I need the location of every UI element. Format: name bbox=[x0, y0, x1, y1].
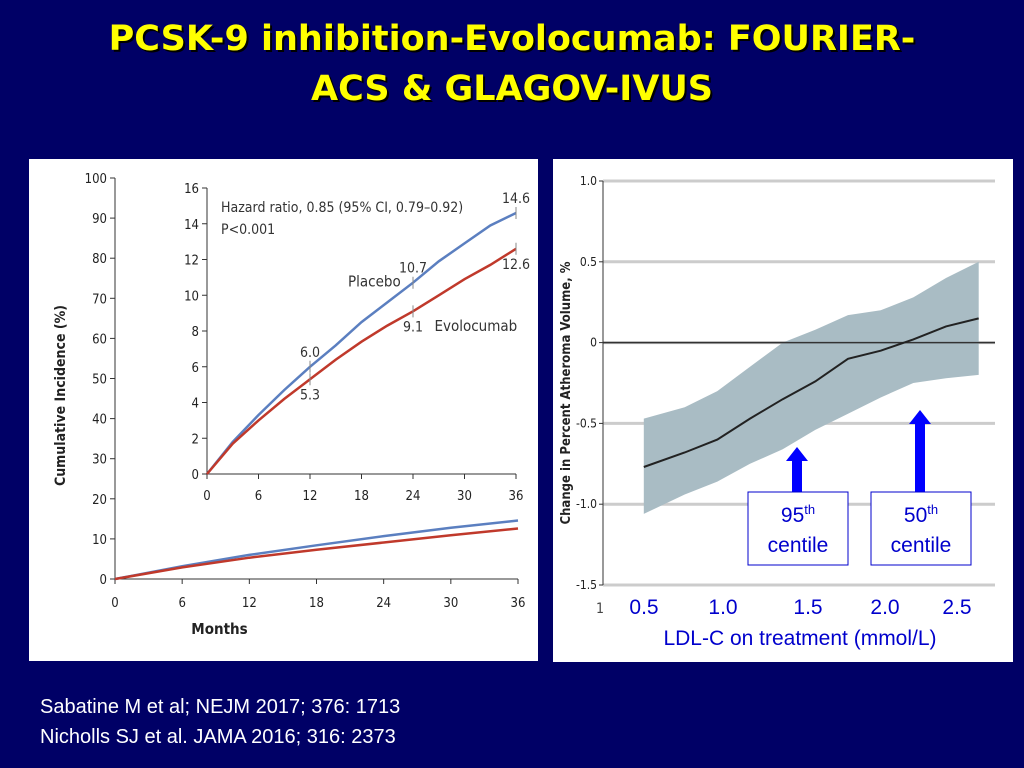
inset-y-tick-label: 10 bbox=[184, 289, 199, 304]
main-x-tick-label: 12 bbox=[242, 596, 257, 611]
p-value-text: P<0.001 bbox=[221, 222, 275, 238]
inset-placebo-label: Placebo bbox=[348, 272, 401, 290]
inset-evolocumab-line bbox=[206, 247, 517, 475]
main-x-tick-label: 36 bbox=[511, 596, 526, 611]
main-x-tick-label: 30 bbox=[443, 596, 458, 611]
centile-word: centile bbox=[891, 534, 952, 557]
references: Sabatine M et al; NEJM 2017; 376: 1713 N… bbox=[40, 692, 400, 752]
inset-y-tick-label: 4 bbox=[192, 397, 199, 412]
hazard-ratio-text: Hazard ratio, 0.85 (95% CI, 0.79–0.92) bbox=[221, 200, 463, 216]
regression-line bbox=[643, 317, 979, 468]
centile-label: 95th bbox=[781, 502, 815, 527]
reference-1: Sabatine M et al; NEJM 2017; 376: 1713 bbox=[40, 696, 401, 718]
slide-title-line-2: ACS & GLAGOV-IVUS bbox=[311, 69, 713, 109]
y-tick-label: 0.5 bbox=[580, 255, 597, 269]
centile-label: 50th bbox=[904, 502, 938, 527]
inset-data-label: 12.6 bbox=[502, 257, 530, 273]
y-tick-label: -1.0 bbox=[576, 497, 597, 511]
centile-arrow-head bbox=[786, 447, 808, 461]
x-tick-label: 2.5 bbox=[942, 596, 971, 619]
inset-y-tick-label: 16 bbox=[184, 182, 199, 197]
main-y-axis-label: Cumulative Incidence (%) bbox=[53, 305, 69, 486]
centile-word: centile bbox=[768, 534, 829, 557]
inset-x-tick-label: 30 bbox=[457, 489, 472, 504]
inset-placebo-line bbox=[206, 211, 517, 475]
slide-title: PCSK-9 inhibition-Evolocumab: FOURIER- A… bbox=[20, 14, 1004, 114]
inset-data-label: 6.0 bbox=[300, 345, 320, 361]
x-axis-label: LDL-C on treatment (mmol/L) bbox=[663, 627, 936, 650]
y-tick-label: 1.0 bbox=[580, 174, 597, 188]
inset-data-label: 14.6 bbox=[502, 191, 530, 207]
x-tick-label: 1.0 bbox=[708, 596, 737, 619]
main-evolocumab-line bbox=[114, 527, 519, 581]
slide-title-line-1: PCSK-9 inhibition-Evolocumab: FOURIER- bbox=[108, 19, 916, 59]
main-y-tick-label: 10 bbox=[92, 533, 107, 548]
inset-x-tick-label: 12 bbox=[303, 489, 318, 504]
centile-arrow-shaft bbox=[915, 422, 925, 492]
main-y-tick-label: 80 bbox=[92, 252, 107, 267]
inset-y-tick-label: 2 bbox=[192, 432, 199, 447]
confidence-band bbox=[643, 261, 979, 514]
inset-y-tick-label: 14 bbox=[184, 218, 199, 233]
x-tick-label: 2.0 bbox=[870, 596, 899, 619]
main-y-tick-label: 0 bbox=[100, 573, 107, 588]
inset-y-tick-label: 0 bbox=[192, 468, 199, 483]
centile-arrow-head bbox=[909, 410, 931, 424]
inset-x-tick-label: 36 bbox=[509, 489, 524, 504]
inset-data-label: 10.7 bbox=[399, 261, 427, 277]
inset-data-label: 5.3 bbox=[300, 387, 320, 403]
centile-box bbox=[870, 491, 972, 566]
centile-box bbox=[747, 491, 849, 566]
inset-x-tick-label: 6 bbox=[255, 489, 262, 504]
y-axis-label: Change in Percent Atheroma Volume, % bbox=[559, 261, 574, 524]
centile-number: 95 bbox=[781, 504, 804, 527]
main-y-tick-label: 30 bbox=[92, 453, 107, 468]
y-tick-label: -0.5 bbox=[576, 416, 597, 430]
main-x-tick-label: 18 bbox=[309, 596, 324, 611]
glagov-chart-panel: 1.0 0.5 0 -0.5 -1.0 -1.5 Change in Percent Ath… bbox=[553, 159, 1013, 662]
main-y-tick-label: 100 bbox=[85, 172, 107, 187]
centile-arrow-shaft bbox=[792, 459, 802, 492]
inset-y-tick-label: 6 bbox=[192, 361, 199, 376]
main-y-tick-label: 90 bbox=[92, 212, 107, 227]
main-x-tick-label: 24 bbox=[376, 596, 391, 611]
main-x-tick-label: 6 bbox=[178, 596, 185, 611]
inset-evolocumab-label: Evolocumab bbox=[434, 317, 517, 335]
y-tick-label: -1.5 bbox=[576, 578, 597, 592]
inset-data-label: 9.1 bbox=[403, 319, 423, 335]
inset-x-tick-label: 24 bbox=[406, 489, 421, 504]
centile-superscript: th bbox=[927, 502, 938, 517]
main-x-tick-label: 0 bbox=[111, 596, 118, 611]
centile-superscript: th bbox=[804, 502, 815, 517]
inset-y-tick-label: 8 bbox=[192, 325, 199, 340]
fourier-chart-panel: 0 10 20 30 40 50 60 70 80 90 100 0 6 12 18 24 30 36 Months… bbox=[29, 159, 538, 661]
main-y-tick-label: 50 bbox=[92, 373, 107, 388]
inset-x-tick-label: 0 bbox=[203, 489, 210, 504]
main-y-tick-label: 40 bbox=[92, 413, 107, 428]
main-x-axis-label: Months bbox=[191, 620, 247, 638]
x-tick-label: 0.5 bbox=[629, 596, 658, 619]
inset-y-tick-label: 12 bbox=[184, 254, 199, 269]
x-axis-stub-label: 1 bbox=[596, 601, 604, 617]
y-tick-label: 0 bbox=[590, 336, 597, 350]
main-y-tick-label: 60 bbox=[92, 332, 107, 347]
glagov-chart: 1.0 0.5 0 -0.5 -1.0 -1.5 Change in Percent Ath… bbox=[559, 174, 995, 650]
main-y-tick-label: 20 bbox=[92, 493, 107, 508]
main-y-tick-label: 70 bbox=[92, 292, 107, 307]
centile-number: 50 bbox=[904, 504, 927, 527]
inset-x-tick-label: 18 bbox=[354, 489, 369, 504]
reference-2: Nicholls SJ et al. JAMA 2016; 316: 2373 bbox=[40, 726, 396, 748]
x-tick-label: 1.5 bbox=[793, 596, 822, 619]
